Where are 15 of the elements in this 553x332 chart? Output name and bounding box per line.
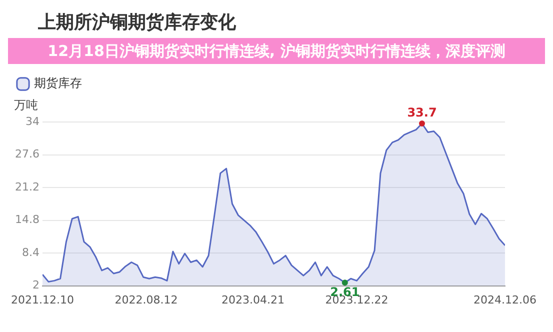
x-tick-label: 2023.04.21 xyxy=(222,293,284,306)
y-tick-label: 27.6 xyxy=(14,148,40,161)
x-tick-label: 2021.12.10 xyxy=(11,293,74,306)
y-axis-title: 万吨 xyxy=(14,98,38,112)
chart-title: 上期所沪铜期货库存变化 xyxy=(37,11,237,35)
y-tick-label: 21.2 xyxy=(14,180,40,194)
chart-subtitle: 12月18日沪铜期货实时行情连续, 沪铜期货实时行情连续，深度评测 xyxy=(8,38,545,64)
x-tick-label: 2022.08.12 xyxy=(114,293,178,306)
y-tick-label: 34 xyxy=(25,114,40,128)
y-tick-label: 14.8 xyxy=(14,213,40,226)
y-tick-label: 8.4 xyxy=(22,246,40,259)
legend-label: 期货库存 xyxy=(34,76,82,90)
x-tick-label: 2024.12.06 xyxy=(474,293,536,306)
annotation: 33.7 xyxy=(407,106,437,120)
y-tick-label: 2 xyxy=(32,278,40,292)
